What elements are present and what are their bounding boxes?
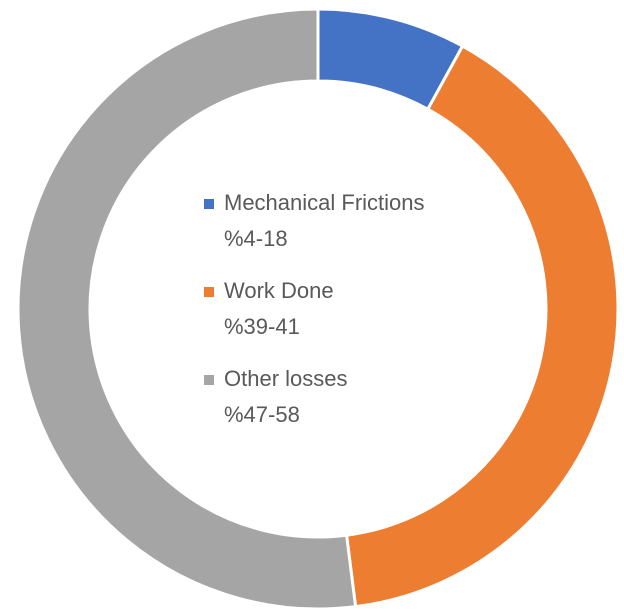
legend-swatch: [204, 199, 214, 209]
legend-label: Other losses: [224, 366, 348, 391]
legend-swatch: [204, 287, 214, 297]
legend-range: %47-58: [224, 402, 300, 427]
legend-range: %4-18: [224, 226, 288, 251]
legend-label: Work Done: [224, 278, 334, 303]
legend-range: %39-41: [224, 314, 300, 339]
legend-label: Mechanical Frictions: [224, 190, 425, 215]
donut-segment: [344, 44, 620, 609]
donut-segment: [16, 7, 358, 611]
legend-swatch: [204, 375, 214, 385]
